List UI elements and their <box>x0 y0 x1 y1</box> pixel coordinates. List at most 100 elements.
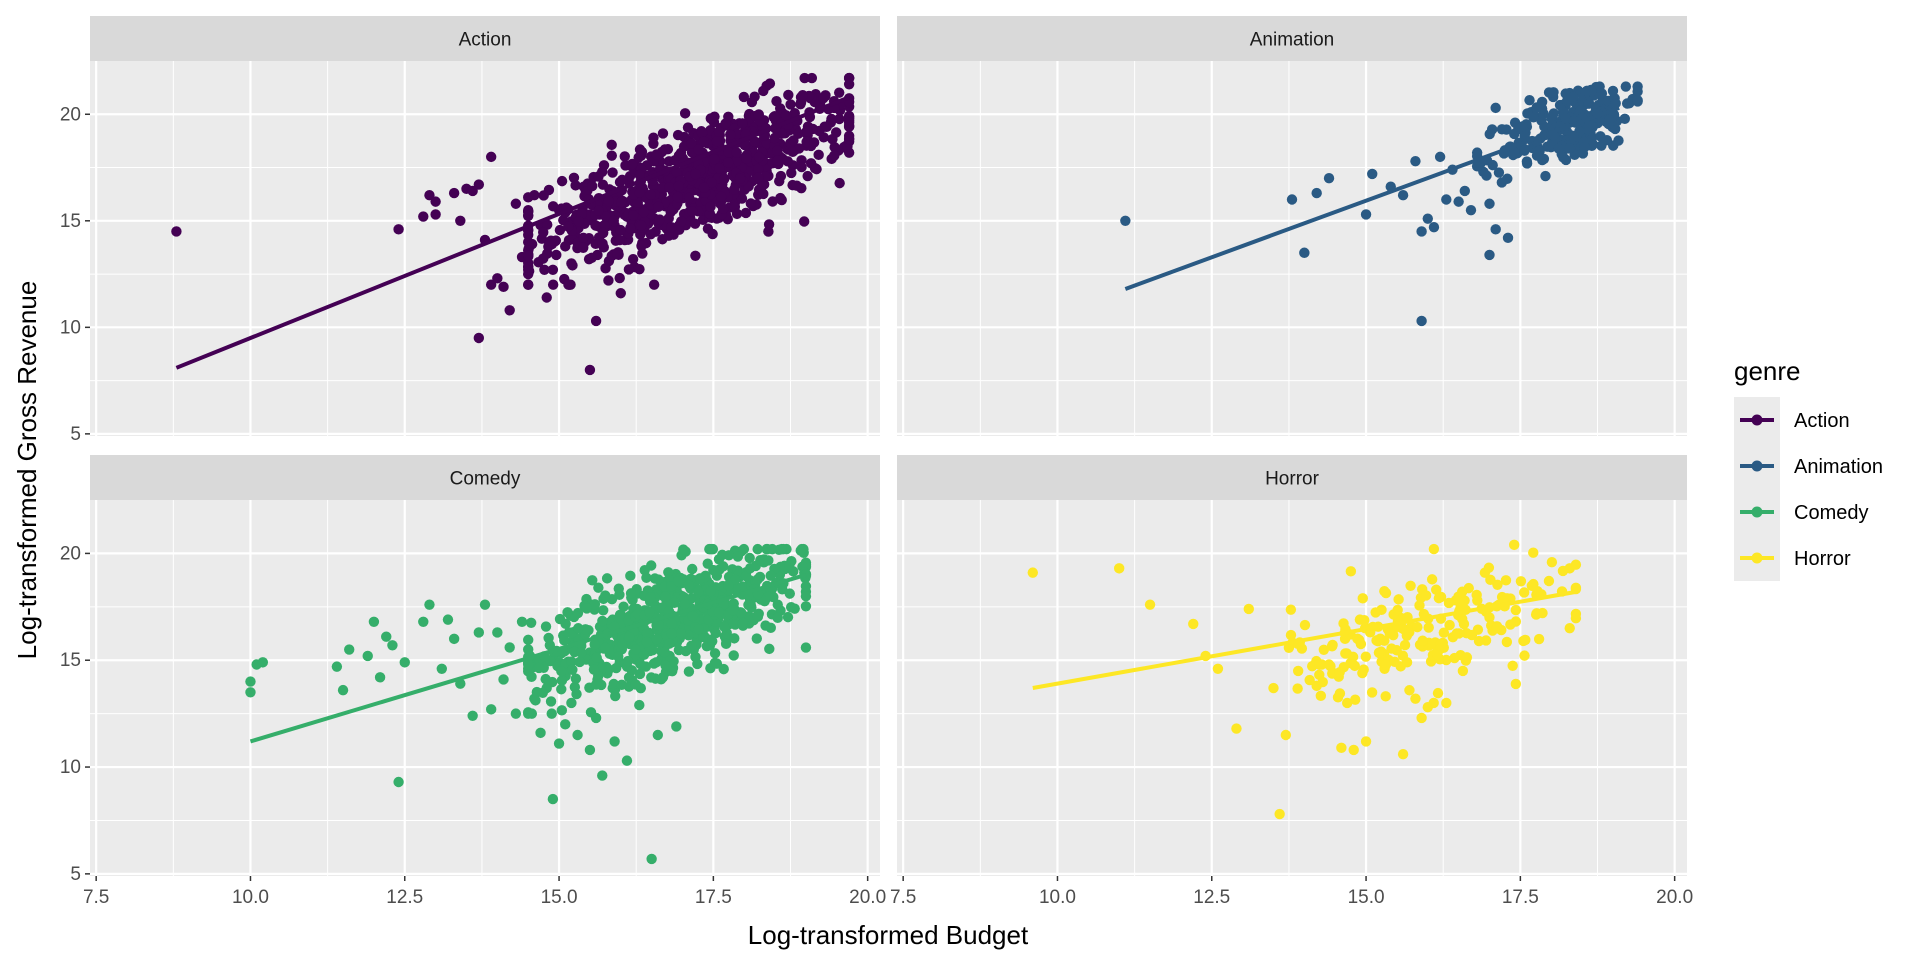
data-point <box>834 177 845 189</box>
data-point <box>764 643 775 655</box>
data-point <box>598 160 610 171</box>
data-point <box>1358 664 1369 675</box>
data-point <box>589 599 601 610</box>
data-point <box>797 89 808 101</box>
data-point <box>663 230 674 241</box>
data-point <box>1373 647 1385 658</box>
data-point <box>257 657 269 668</box>
data-point <box>630 644 641 655</box>
data-point <box>696 127 708 138</box>
data-point <box>1345 566 1357 577</box>
data-point <box>1428 697 1439 709</box>
data-point <box>652 729 664 741</box>
data-point <box>584 364 596 376</box>
x-tick-label: 15.0 <box>541 887 578 908</box>
data-point <box>780 110 792 121</box>
data-point <box>802 126 813 137</box>
data-point <box>597 615 608 627</box>
data-point <box>637 248 648 259</box>
data-point <box>610 690 621 702</box>
data-point <box>523 262 534 273</box>
data-point <box>1311 187 1322 199</box>
data-point <box>737 118 748 129</box>
data-point <box>660 591 671 602</box>
data-point <box>556 675 568 686</box>
data-point <box>593 582 604 593</box>
data-point <box>772 612 783 624</box>
data-point <box>1318 644 1330 655</box>
data-point <box>1393 594 1404 605</box>
data-point <box>1543 87 1555 98</box>
data-point <box>1286 194 1298 205</box>
data-point <box>1292 683 1303 694</box>
data-point <box>547 793 559 805</box>
data-point <box>1299 619 1311 631</box>
data-point <box>1404 627 1415 638</box>
data-point <box>589 639 600 650</box>
data-point <box>590 679 602 690</box>
data-point <box>1510 678 1522 690</box>
data-point <box>800 581 812 592</box>
x-tick-label: 10.0 <box>232 887 269 908</box>
data-point <box>510 198 522 209</box>
data-point <box>657 128 669 139</box>
data-point <box>533 662 545 674</box>
data-point <box>729 574 741 585</box>
data-point <box>783 89 794 101</box>
data-point <box>1528 547 1539 558</box>
data-point <box>573 623 584 634</box>
data-point <box>1457 665 1469 677</box>
data-point <box>467 710 478 721</box>
data-point <box>1453 196 1464 207</box>
x-tick-label: 10.0 <box>1039 887 1076 908</box>
data-point <box>1340 648 1351 659</box>
data-point <box>630 679 641 690</box>
data-point <box>1466 629 1478 641</box>
data-point <box>1426 574 1438 585</box>
data-point <box>694 574 705 585</box>
data-point <box>1553 143 1564 154</box>
data-point <box>245 676 256 687</box>
data-point <box>590 220 601 231</box>
facet-strip-label: Animation <box>1250 30 1335 51</box>
legend-item-action: Action <box>1740 410 1850 432</box>
y-tick-label: 5 <box>70 424 81 445</box>
data-point <box>448 633 460 645</box>
data-point <box>1376 604 1387 616</box>
data-point <box>728 650 739 661</box>
data-point <box>693 586 704 597</box>
data-point <box>600 263 611 274</box>
data-point <box>485 279 497 290</box>
data-point <box>1596 88 1608 99</box>
legend-label: Action <box>1794 410 1850 432</box>
data-point <box>738 581 749 592</box>
data-point <box>541 292 552 303</box>
data-point <box>645 592 656 603</box>
data-point <box>625 223 636 234</box>
data-point <box>723 550 735 561</box>
data-point <box>540 621 552 632</box>
data-point <box>1410 693 1421 704</box>
data-point <box>1420 590 1432 601</box>
legend-title: genre <box>1734 356 1801 386</box>
data-point <box>418 616 429 627</box>
trend-line <box>175 95 850 370</box>
data-point <box>523 634 534 646</box>
data-point <box>563 279 574 290</box>
data-point <box>709 153 720 165</box>
data-point <box>1520 634 1531 646</box>
y-tick-label: 15 <box>60 650 81 671</box>
data-point <box>1323 172 1335 184</box>
data-point <box>1231 723 1242 734</box>
data-point <box>710 627 722 639</box>
data-point <box>772 599 783 610</box>
data-point <box>553 738 565 749</box>
data-point <box>614 609 626 621</box>
y-tick-label: 10 <box>60 317 81 338</box>
data-point <box>1304 674 1315 686</box>
data-point <box>666 222 677 233</box>
data-point <box>808 137 820 148</box>
data-point <box>598 227 609 239</box>
data-point <box>576 647 587 658</box>
data-point <box>607 167 618 178</box>
